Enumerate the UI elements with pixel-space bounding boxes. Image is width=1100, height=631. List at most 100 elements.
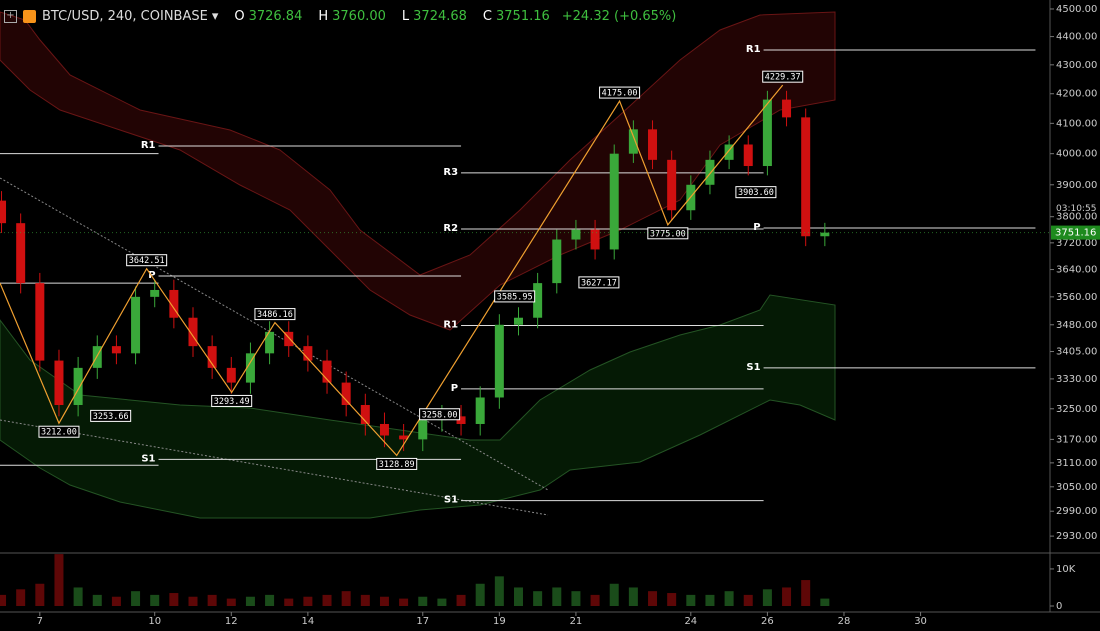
pivot-label: R1 <box>141 140 156 151</box>
x-tick-label: 30 <box>914 616 927 627</box>
volume-bar <box>437 598 447 606</box>
candle-body <box>360 404 370 424</box>
pivot-label: S1 <box>141 453 155 464</box>
price-label-box <box>599 86 641 99</box>
price-label: 3293.49 <box>214 397 250 407</box>
collapse-icon[interactable]: + <box>4 9 17 23</box>
volume-bar <box>705 594 715 606</box>
ohlc-key: C <box>482 8 492 24</box>
volume-bar <box>571 591 581 606</box>
x-tick-label: 7 <box>37 616 43 627</box>
price-label: 4229.37 <box>765 73 801 83</box>
volume-bar <box>73 587 83 606</box>
ohlc-key: L <box>401 8 410 24</box>
price-label: 4175.00 <box>602 89 638 99</box>
volume-bar <box>322 594 332 606</box>
y-tick-label: 3900.00 <box>1056 180 1097 191</box>
candle-body <box>552 239 562 284</box>
candle-body <box>16 223 26 284</box>
pivot-label: R1 <box>443 319 458 330</box>
candle-body <box>628 129 638 154</box>
volume-bar <box>360 594 370 606</box>
y-tick-label: 4100.00 <box>1056 118 1097 129</box>
volume-bar <box>724 591 734 606</box>
y-tick-label: 3170.00 <box>1056 434 1097 445</box>
volume-bar <box>418 596 428 606</box>
dropdown[interactable]: ▾ <box>211 8 219 24</box>
price-label: 3627.17 <box>581 278 617 288</box>
x-tick-label: 21 <box>570 616 583 627</box>
pivot-label: P <box>753 222 760 233</box>
volume-bar <box>590 594 600 606</box>
y-tick-label: 3110.00 <box>1056 458 1097 469</box>
price-label-box <box>419 408 461 421</box>
price-label: 3775.00 <box>650 229 686 239</box>
legend-header: + BTC/USD, 240, COINBASE ▾ O 3726.84 H 376… <box>4 6 676 26</box>
candle-body <box>284 331 294 347</box>
y-tick-label: 3560.00 <box>1056 292 1097 303</box>
x-tick-label: 19 <box>493 616 506 627</box>
candle-body <box>207 346 217 368</box>
y-tick-label: 4300.00 <box>1056 60 1097 71</box>
candle-body <box>609 153 619 250</box>
candle-body <box>92 346 102 368</box>
price-label: 3253.66 <box>93 412 129 422</box>
volume-bar <box>667 593 677 606</box>
y-tick-label: 3640.00 <box>1056 265 1097 276</box>
candle-body <box>533 283 543 318</box>
volume-bar <box>379 596 389 606</box>
price-label-box <box>735 186 777 199</box>
y-tick-label: 4400.00 <box>1056 32 1097 43</box>
candle-body <box>0 200 7 224</box>
volume-bar <box>131 591 141 606</box>
last-price-box <box>1051 225 1100 240</box>
candle-body <box>494 324 504 398</box>
volume-bar <box>801 580 811 606</box>
symbol[interactable]: BTC/USD, 240, COINBASE <box>42 8 208 24</box>
change: +24.32 (+0.65%) <box>561 8 677 24</box>
x-tick-label: 14 <box>302 616 315 627</box>
price-label: 3486.16 <box>257 310 293 320</box>
y-tick-label: 3720.00 <box>1056 238 1097 249</box>
ohlc-key: O <box>234 8 245 24</box>
candle-body <box>762 99 772 167</box>
volume-bar <box>111 596 121 606</box>
volume-tick-label: 0 <box>1056 601 1062 612</box>
y-tick-label: 2990.00 <box>1056 506 1097 517</box>
candle-body <box>724 144 734 160</box>
candle-body <box>590 229 600 250</box>
candle-body <box>667 159 677 211</box>
volume-bar <box>341 591 351 606</box>
price-label: 3642.51 <box>129 256 165 266</box>
volume-bar <box>92 594 102 606</box>
x-tick-label: 24 <box>684 616 697 627</box>
pivot-label: R2 <box>443 223 458 234</box>
candle-body <box>571 229 581 240</box>
candle-body <box>322 360 332 383</box>
volume-bar <box>782 587 792 606</box>
price-label: 3212.00 <box>41 428 77 438</box>
price-label-box <box>376 457 418 470</box>
candle-body <box>820 232 830 237</box>
volume-bar <box>54 554 64 606</box>
volume-bar <box>245 596 255 606</box>
y-tick-label: 3800.00 <box>1056 212 1097 223</box>
x-tick-label: 28 <box>838 616 851 627</box>
y-tick-label: 2930.00 <box>1056 531 1097 542</box>
volume-bar <box>686 594 696 606</box>
x-tick-label: 17 <box>416 616 429 627</box>
price-label: 3128.89 <box>379 460 415 470</box>
candle-body <box>456 416 466 424</box>
volume-bar <box>762 589 772 606</box>
candle-body <box>648 129 658 160</box>
volume-tick-label: 10K <box>1056 564 1076 575</box>
candle-body <box>705 159 715 185</box>
candle-body <box>513 317 523 325</box>
candle-body <box>399 435 409 440</box>
candle-body <box>341 382 351 405</box>
volume-bar <box>513 587 523 606</box>
volume-bar <box>552 587 562 606</box>
volume-bar <box>284 598 294 606</box>
candle-body <box>303 346 313 361</box>
